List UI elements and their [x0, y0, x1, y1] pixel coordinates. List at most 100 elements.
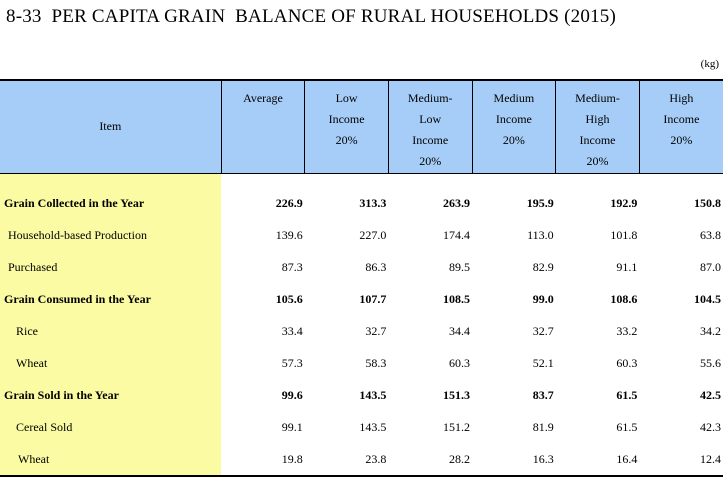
cell-value: 87.3 — [281, 259, 303, 274]
table-row: Grain Sold in the Year 99.6 143.5 151.3 83.7… — [0, 379, 723, 411]
header-col: Low Income 20% — [304, 79, 389, 174]
header-col-line: 20% — [670, 133, 693, 147]
header-col: Medium- Low Income 20% — [387, 79, 473, 174]
cell-value: 61.5 — [616, 419, 638, 434]
spacer-row — [0, 173, 723, 187]
cell-value: 99.1 — [281, 419, 303, 434]
cell-value: 63.8 — [700, 227, 721, 242]
table-body: Grain Collected in the Year 226.9 313.3 263… — [0, 173, 723, 477]
cell-value: 16.4 — [555, 443, 640, 477]
cell-value: 19.8 — [221, 443, 305, 477]
header-col-line: Income — [328, 112, 365, 126]
cell-value: 192.9 — [610, 195, 638, 210]
cell-value: 60.3 — [449, 355, 471, 370]
cell-value: 91.1 — [616, 259, 638, 274]
table-row: Wheat 57.3 58.3 60.3 52.1 60.3 55.6 — [0, 347, 723, 379]
row-label: Purchased — [0, 251, 222, 283]
table-row: Household-based Production 139.6 227.0 174.… — [0, 219, 723, 251]
cell-value: 16.3 — [472, 443, 556, 477]
table-row: Cereal Sold 99.1 143.5 151.2 81.9 61.5 42.3 — [0, 411, 723, 443]
cell-value: 34.4 — [449, 323, 471, 338]
row-label: Cereal Sold — [0, 411, 222, 443]
table-row: Grain Collected in the Year 226.9 313.3 263… — [0, 187, 723, 219]
row-label: Grain Sold in the Year — [0, 379, 222, 411]
cell-value: 108.5 — [443, 291, 471, 306]
header-col-line: Income — [579, 133, 616, 147]
cell-value: 139.6 — [275, 227, 303, 242]
header-col-line: High — [669, 91, 694, 105]
header-col-line: Low — [335, 91, 358, 105]
cell-value: 34.2 — [700, 323, 721, 338]
cell-value: 81.9 — [532, 419, 554, 434]
cell-value: 151.2 — [443, 419, 471, 434]
cell-value: 113.0 — [527, 227, 554, 242]
cell-value: 151.3 — [443, 387, 471, 402]
cell-value: 263.9 — [443, 195, 471, 210]
cell-value: 33.2 — [616, 323, 638, 338]
table-row: Rice 33.4 32.7 34.4 32.7 33.2 34.2 — [0, 315, 723, 347]
cell-value: 108.6 — [610, 291, 638, 306]
cell-value: 101.8 — [610, 227, 638, 242]
header-col-line: Income — [495, 112, 532, 126]
cell-value: 99.0 — [532, 291, 554, 306]
header-col-line: Income — [412, 133, 449, 147]
cell-value: 42.5 — [700, 387, 721, 402]
cell-value: 42.3 — [700, 419, 721, 434]
cell-value: 99.6 — [281, 387, 303, 402]
table-row: Purchased 87.3 86.3 89.5 82.9 91.1 87.0 — [0, 251, 723, 283]
cell-value: 87.0 — [700, 259, 721, 274]
header-col-line: Medium — [493, 91, 535, 105]
cell-value: 58.3 — [365, 355, 387, 370]
header-col-line: 20% — [335, 133, 358, 147]
header-col: Medium Income 20% — [471, 79, 557, 174]
row-label: Grain Collected in the Year — [0, 187, 222, 219]
row-label: Wheat — [0, 443, 222, 477]
cell-value: 60.3 — [616, 355, 638, 370]
cell-value: 226.9 — [275, 195, 303, 210]
cell-value: 195.9 — [526, 195, 554, 210]
cell-value: 32.7 — [532, 323, 554, 338]
header-col-line: Medium- — [407, 91, 453, 105]
grain-balance-table: Item Average Low Income 20% Medium- Low Inco… — [0, 79, 723, 477]
unit-label: (kg) — [700, 58, 719, 70]
header-row: Item Average Low Income 20% Medium- Low Inco… — [0, 79, 723, 174]
cell-value: 57.3 — [281, 355, 303, 370]
header-col-line: Low — [419, 112, 442, 126]
header-col-line: Average — [243, 91, 283, 105]
header-col: High Income 20% — [638, 79, 723, 174]
cell-value: 143.5 — [359, 419, 387, 434]
cell-value: 33.4 — [281, 323, 303, 338]
cell-value: 55.6 — [700, 355, 721, 370]
header-col-line: 20% — [586, 154, 609, 168]
cell-value: 105.6 — [275, 291, 303, 306]
table-row: Grain Consumed in the Year 105.6 107.7 108.… — [0, 283, 723, 315]
page-title: 8-33 PER CAPITA GRAIN BALANCE OF RURAL H… — [6, 6, 617, 27]
cell-value: 52.1 — [532, 355, 554, 370]
cell-value: 86.3 — [365, 259, 387, 274]
cell-value: 150.8 — [694, 195, 721, 210]
cell-value: 12.4 — [639, 443, 723, 477]
cell-value: 143.5 — [359, 387, 387, 402]
cell-value: 83.7 — [532, 387, 554, 402]
row-label: Grain Consumed in the Year — [0, 283, 222, 315]
table-row: Wheat 19.8 23.8 28.2 16.3 16.4 12.4 — [0, 443, 723, 477]
cell-value: 32.7 — [365, 323, 387, 338]
header-col: Medium- High Income 20% — [555, 79, 640, 174]
cell-value: 174.4 — [443, 227, 471, 242]
cell-value: 61.5 — [616, 387, 638, 402]
row-label: Household-based Production — [0, 219, 222, 251]
cell-value: 104.5 — [694, 291, 721, 306]
header-col-line: High — [585, 112, 610, 126]
header-col-line: 20% — [502, 133, 525, 147]
cell-value: 82.9 — [532, 259, 554, 274]
cell-value: 227.0 — [359, 227, 387, 242]
header-col-line: Income — [663, 112, 700, 126]
row-label: Rice — [0, 315, 222, 347]
cell-value: 313.3 — [359, 195, 387, 210]
header-col-line: Medium- — [575, 91, 620, 105]
cell-value: 28.2 — [388, 443, 473, 477]
row-label: Wheat — [0, 347, 222, 379]
cell-value: 23.8 — [304, 443, 389, 477]
cell-value: 89.5 — [449, 259, 471, 274]
header-item: Item — [0, 79, 222, 174]
